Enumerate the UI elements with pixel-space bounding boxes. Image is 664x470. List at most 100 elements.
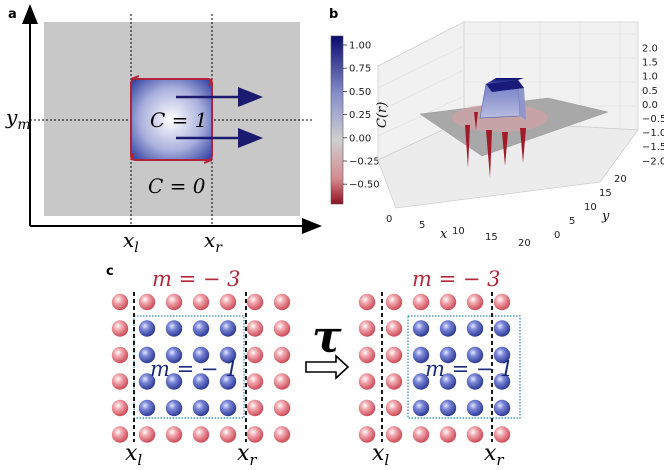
z-tick-label: 1.5 bbox=[642, 58, 658, 69]
atom-red bbox=[358, 399, 376, 417]
atom-blue bbox=[165, 346, 183, 364]
dip-spikes bbox=[465, 112, 526, 178]
atom-red bbox=[439, 426, 457, 443]
colorbar-ticks: 1.00 0.75 0.50 0.25 0.00 −0.25 −0.50 bbox=[343, 41, 380, 191]
atom-red bbox=[165, 426, 183, 443]
atom-red bbox=[192, 293, 210, 311]
atom-red bbox=[246, 373, 264, 390]
x-tick-label: 10 bbox=[452, 226, 465, 237]
z-tick-label: −2.0 bbox=[642, 156, 664, 167]
atom-blue bbox=[466, 346, 484, 364]
atom-red bbox=[273, 426, 291, 443]
panel-c: c m = − 3 m = − 1 xl xr τ m = − 3 m = − … bbox=[106, 264, 521, 469]
left-xr-label: xr bbox=[237, 441, 257, 469]
domain-box bbox=[407, 315, 521, 419]
atom-red bbox=[273, 346, 291, 364]
right-xl-label: xl bbox=[372, 441, 389, 469]
peak-side bbox=[518, 80, 526, 120]
atom-red bbox=[358, 320, 376, 337]
colorbar-tick-label: 0.75 bbox=[349, 64, 371, 75]
atom-red bbox=[219, 293, 237, 311]
atom-red bbox=[385, 399, 403, 417]
colorbar bbox=[330, 35, 344, 205]
atom-blue bbox=[165, 320, 183, 337]
atom-blue bbox=[219, 373, 237, 390]
atom-red bbox=[246, 399, 264, 417]
x-axis-label: x bbox=[440, 227, 448, 242]
atom-blue bbox=[192, 399, 210, 417]
atom-red bbox=[493, 293, 511, 311]
atom-blue bbox=[439, 320, 457, 337]
atom-red bbox=[273, 399, 291, 417]
atom-red bbox=[165, 293, 183, 311]
atom-blue bbox=[439, 399, 457, 417]
peak-top bbox=[486, 78, 524, 84]
atom-red bbox=[358, 373, 376, 390]
right-m-inner: m = − 1 bbox=[425, 357, 514, 381]
atom-red bbox=[358, 426, 376, 443]
x-tick-label: 15 bbox=[485, 232, 498, 243]
atom-red bbox=[138, 426, 156, 443]
z-axis-label: C(r) bbox=[375, 102, 390, 128]
atom-blue bbox=[493, 346, 511, 364]
atom-blue bbox=[219, 320, 237, 337]
atom-red bbox=[111, 293, 129, 311]
atom-red bbox=[111, 426, 129, 443]
atom-red bbox=[358, 293, 376, 311]
z-tick-label: −1.0 bbox=[642, 128, 664, 139]
atom-blue bbox=[412, 346, 430, 364]
atom-blue bbox=[138, 399, 156, 417]
peak-cap bbox=[486, 80, 524, 92]
atom-red bbox=[385, 373, 403, 390]
x-tick-label: 5 bbox=[419, 220, 425, 231]
xr-label: xr bbox=[204, 228, 223, 256]
panel-a-label: a bbox=[8, 7, 17, 22]
panel-b: b 1.000.750.500.250.00−0.25−0.50 bbox=[329, 7, 664, 249]
atom-red bbox=[412, 426, 430, 443]
colorbar-tick-label: −0.50 bbox=[349, 180, 380, 191]
y-tick-label: 15 bbox=[599, 188, 612, 199]
atom-red bbox=[111, 346, 129, 364]
y-axis-label: y bbox=[601, 209, 610, 224]
atom-red bbox=[466, 426, 484, 443]
atom-red bbox=[385, 320, 403, 337]
y-tick-label: 20 bbox=[614, 174, 627, 185]
transform-arrow bbox=[305, 354, 350, 380]
atom-red bbox=[273, 373, 291, 390]
atom-blue bbox=[493, 399, 511, 417]
z-axis-ticks: 2.0 1.5 1.0 0.5 0.0 −0.5 −1.0 −1.5 −2.0 bbox=[642, 44, 664, 168]
atom-blue bbox=[192, 373, 210, 390]
atom-blue bbox=[165, 373, 183, 390]
atom-red bbox=[111, 399, 129, 417]
atom-blue bbox=[412, 320, 430, 337]
atom-red bbox=[466, 293, 484, 311]
atom-blue bbox=[466, 399, 484, 417]
atom-red bbox=[412, 293, 430, 311]
atom-blue bbox=[138, 373, 156, 390]
z-tick-label: 0.0 bbox=[642, 100, 658, 111]
atom-blue bbox=[466, 373, 484, 390]
ym-label: ym bbox=[5, 105, 31, 133]
atom-red bbox=[111, 320, 129, 337]
atom-red bbox=[246, 293, 264, 311]
x-tick-label: 20 bbox=[518, 238, 531, 249]
left-m-inner: m = − 1 bbox=[150, 357, 239, 381]
domain-box bbox=[133, 315, 245, 419]
atom-red bbox=[385, 346, 403, 364]
x-tick-label: 0 bbox=[386, 214, 392, 225]
atom-red bbox=[385, 293, 403, 311]
z-tick-label: −1.5 bbox=[642, 142, 664, 153]
atom-blue bbox=[219, 346, 237, 364]
atom-blue bbox=[412, 373, 430, 390]
panel-c-label: c bbox=[106, 264, 114, 279]
panel-b-label: b bbox=[329, 7, 338, 22]
colorbar-tick-label: 0.00 bbox=[349, 133, 371, 144]
atom-blue bbox=[165, 399, 183, 417]
atom-blue bbox=[493, 320, 511, 337]
left-xl-label: xl bbox=[125, 441, 142, 469]
c1-region bbox=[130, 78, 213, 161]
colorbar-tick-label: 1.00 bbox=[349, 41, 371, 52]
region-edge-arrows bbox=[130, 75, 213, 164]
